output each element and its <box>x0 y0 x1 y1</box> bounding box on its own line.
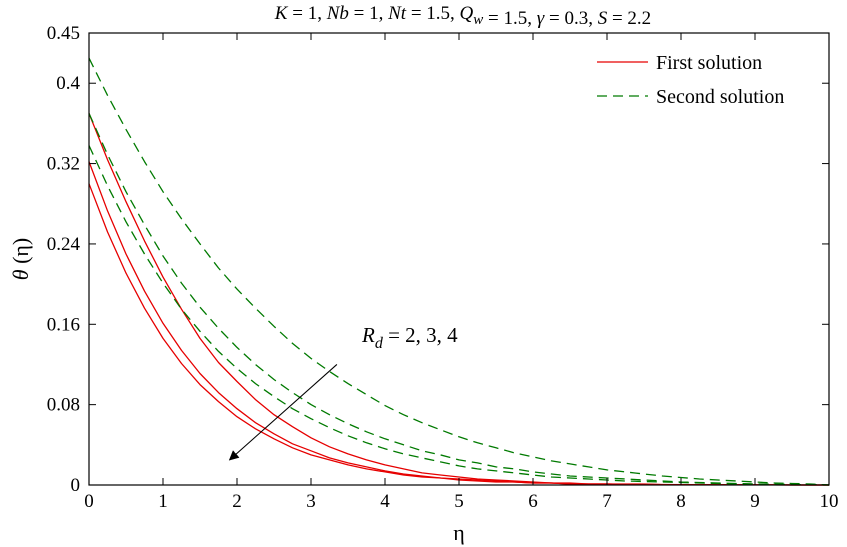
legend-label: Second solution <box>656 86 784 108</box>
y-tick-label: 0.08 <box>47 395 80 416</box>
x-tick-label: 5 <box>454 491 464 512</box>
x-tick-label: 7 <box>602 491 612 512</box>
y-tick-label: 0.24 <box>47 234 81 255</box>
ticks-layer: 0 1 2 3 4 5 6 7 8 9 10 0 0.08 0.16 0.24 0.32 0.4 0.45 <box>47 23 839 512</box>
annotation: Rd = 2, 3, 4 <box>228 323 458 461</box>
x-tick-label: 9 <box>750 491 760 512</box>
x-tick-label: 1 <box>158 491 168 512</box>
y-tick-label: 0.16 <box>47 314 80 335</box>
series-second-rd-4 <box>88 145 830 486</box>
x-tick-label: 0 <box>84 491 94 512</box>
y-tick-label: 0.32 <box>47 154 80 175</box>
series-second-rd-3 <box>88 113 830 486</box>
annotation-label: Rd = 2, 3, 4 <box>361 323 458 352</box>
x-tick-label: 4 <box>380 491 390 512</box>
x-tick-label: 2 <box>232 491 242 512</box>
legend: First solution Second solution <box>597 52 784 108</box>
series-second-rd-2 <box>88 57 830 486</box>
x-tick-label: 6 <box>528 491 538 512</box>
chart-title: K = 1, Nb = 1, Nt = 1.5, Qw = 1.5, γ = 0… <box>274 3 651 29</box>
legend-label: First solution <box>656 52 762 74</box>
x-tick-label: 10 <box>820 491 839 512</box>
y-axis-label: θ (η) <box>8 238 33 280</box>
annotation-arrow <box>228 364 338 461</box>
y-tick-label: 0.4 <box>56 73 80 94</box>
y-tick-label: 0.45 <box>47 23 80 44</box>
y-tick-label: 0 <box>71 475 81 496</box>
x-tick-label: 8 <box>676 491 686 512</box>
x-tick-label: 3 <box>306 491 316 512</box>
x-axis-label: η <box>453 520 465 545</box>
